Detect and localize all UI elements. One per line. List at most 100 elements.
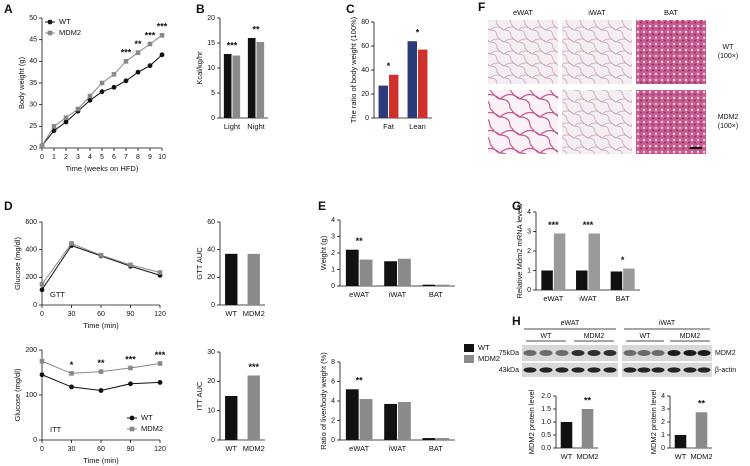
y-tick-label: 45 [29,37,37,44]
y-tick-label: 0 [365,115,369,122]
y-tick-label: 0 [33,302,37,309]
marker [69,371,74,376]
x-tick-label: eWAT [543,294,563,303]
panel-note: ITT [50,425,62,434]
bar [674,435,687,448]
y-axis-label: ITT AUC [195,381,204,410]
bar [398,401,411,440]
y-tick-label: 40 [361,67,369,74]
panel-letter: H [512,314,521,328]
column-label: BAT [664,8,678,17]
y-tick-label: 50 [29,15,37,22]
group-label: WT [640,333,652,340]
marker [69,384,74,390]
y-axis-label: Relative Mdm2 mRNA levels [515,203,524,298]
legend-label: MDM2 [59,28,81,37]
band [683,350,697,356]
significance: *** [248,362,259,372]
x-tick-label: 90 [127,446,135,453]
band [637,367,651,373]
x-tick-label: 10 [158,154,166,161]
group-label: MDM2 [584,333,605,340]
marker [157,380,163,385]
x-tick-label: 7 [124,154,128,161]
row-label: MDM2 [718,114,739,121]
x-tick-label: 30 [68,311,76,318]
bar [256,42,265,118]
marker [147,63,153,69]
x-tick-label: WT [225,309,237,318]
x-tick-label: 2 [64,154,68,161]
bar [422,438,436,440]
band [523,350,537,356]
band [603,367,617,373]
x-tick-label: 9 [148,154,152,161]
western-blot: eWAT iWAT WT MDM2 WT MDM2 75kDa 43kDa MD… [499,320,736,377]
marker [147,41,153,47]
x-tick-label: BAT [616,294,630,303]
band [571,350,585,356]
x-tick-label: eWAT [349,444,369,453]
y-tick-label: 0 [331,283,335,290]
x-tick-label: Fat [383,122,395,131]
significance: * [387,61,391,71]
y-tick-label: 6 [331,378,335,385]
x-tick-label: 60 [97,311,105,318]
bar [398,258,411,286]
x-tick-label: 60 [97,446,105,453]
band [697,367,711,373]
y-tick-label: 2 [661,419,665,426]
significance: *** [145,30,156,40]
marker [39,281,45,287]
x-tick-label: 120 [154,311,166,318]
y-tick-label: 60 [361,43,369,50]
marker [111,72,117,77]
bar [576,270,588,290]
bar [225,253,238,305]
y-tick-label: 20 [207,378,215,385]
bar [623,268,635,290]
band [603,350,617,356]
bar [422,284,436,286]
y-tick-label: 1 [661,432,665,439]
bar [553,233,566,290]
band [623,367,637,373]
band [623,350,637,356]
series-line [41,54,163,147]
y-tick-label: 60 [207,219,215,226]
y-axis-label: MDM2 protein level [649,389,658,454]
significance: *** [157,22,168,32]
bar [436,438,450,440]
histology-image [488,20,558,84]
marker [135,50,141,55]
marker [98,388,104,393]
bar [588,233,600,290]
size-label: 75kDa [499,350,519,357]
significance: ** [356,376,364,386]
x-tick-label: MDM2 [243,444,265,453]
y-tick-label: 1 [331,266,335,273]
x-tick-label: iWAT [389,444,407,453]
marker [39,143,45,149]
y-tick-label: 0 [331,437,335,444]
marker [63,119,69,125]
x-tick-label: 0 [40,446,44,453]
y-tick-label: 80 [361,19,369,26]
bar [247,375,260,440]
panel-letter: D [4,199,13,213]
y-tick-label: 0 [527,287,531,294]
band [651,350,665,356]
x-tick-label: 1 [52,154,56,161]
marker [159,33,165,38]
band [539,350,553,356]
y-tick-label: 8 [331,359,335,366]
bar [223,54,232,118]
y-tick-label: 1.0 [541,419,551,426]
group-label: WT [541,333,553,340]
y-axis-label: Ratio of liver/body weight (%) [319,352,328,450]
x-tick-label: 90 [127,311,135,318]
histology-image [636,20,706,84]
significance: *** [548,220,559,230]
y-tick-label: 0 [211,115,215,122]
bar [541,270,553,290]
